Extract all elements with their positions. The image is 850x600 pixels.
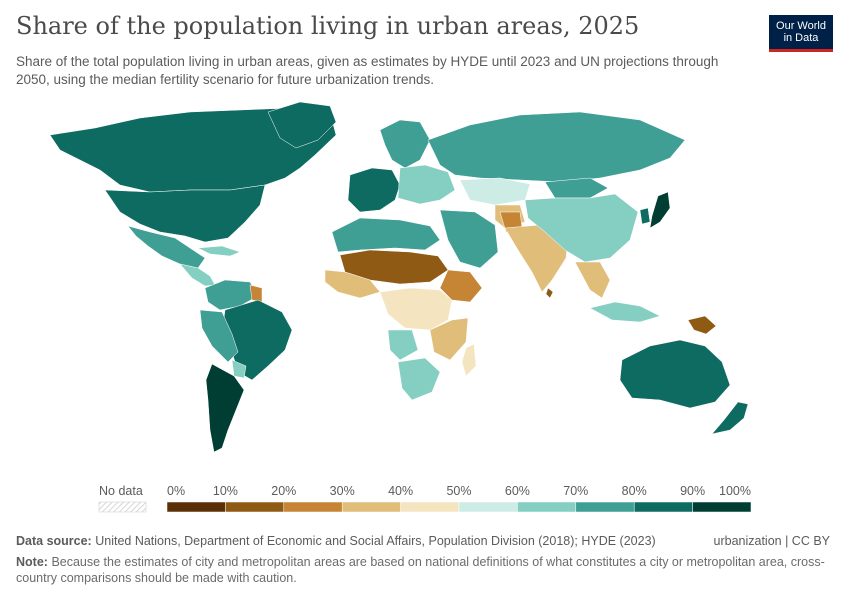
legend-tick-label: 0% bbox=[167, 484, 185, 498]
note-text: Because the estimates of city and metrop… bbox=[16, 555, 825, 585]
legend-tick-label: 100% bbox=[719, 484, 751, 498]
legend-tick-label: 40% bbox=[388, 484, 413, 498]
region-canada-alaska[interactable] bbox=[49, 107, 337, 193]
region-central-africa[interactable] bbox=[379, 287, 453, 331]
logo-line-2: in Data bbox=[783, 32, 819, 44]
world-map bbox=[49, 101, 749, 453]
legend-bin[interactable] bbox=[458, 501, 518, 513]
legend-bin[interactable] bbox=[575, 501, 635, 513]
region-eastern-europe[interactable] bbox=[397, 164, 456, 205]
source-label: Data source: bbox=[16, 534, 92, 548]
legend-bin[interactable] bbox=[283, 501, 343, 513]
region-west-africa[interactable] bbox=[324, 269, 381, 299]
region-southern-africa[interactable] bbox=[397, 357, 441, 401]
region-australia[interactable] bbox=[619, 339, 731, 409]
region-angola[interactable] bbox=[387, 329, 419, 361]
legend-bin[interactable] bbox=[225, 501, 285, 513]
legend-bin[interactable] bbox=[633, 501, 693, 513]
region-china[interactable] bbox=[524, 193, 639, 263]
no-data-legend: No data bbox=[98, 484, 147, 513]
region-japan[interactable] bbox=[649, 191, 671, 229]
region-new-zealand[interactable] bbox=[711, 401, 749, 435]
region-east-africa[interactable] bbox=[429, 317, 469, 361]
footnote: Note: Because the estimates of city and … bbox=[16, 554, 826, 586]
region-madagascar[interactable] bbox=[461, 343, 477, 377]
region-western-europe[interactable] bbox=[347, 167, 401, 213]
chart-subtitle: Share of the total population living in … bbox=[16, 54, 719, 87]
legend-tick-label: 10% bbox=[213, 484, 238, 498]
legend-ticks: 0% 10% 20% 30% 40% 50% 60% 70% 80% 90% 100% bbox=[167, 484, 751, 498]
region-mongolia[interactable] bbox=[544, 177, 609, 199]
legend-tick-label: 60% bbox=[505, 484, 530, 498]
chart-title: Share of the population living in urban … bbox=[16, 12, 640, 40]
region-korea[interactable] bbox=[639, 207, 651, 225]
region-usa[interactable] bbox=[104, 184, 266, 243]
legend-tick-label: 70% bbox=[563, 484, 588, 498]
region-argentina[interactable] bbox=[205, 363, 245, 453]
source-text[interactable]: United Nations, Department of Economic a… bbox=[95, 534, 656, 548]
region-scandinavia[interactable] bbox=[379, 119, 431, 169]
logo-line-1: Our World bbox=[776, 20, 826, 32]
region-greenland[interactable] bbox=[267, 101, 337, 149]
data-source: Data source: United Nations, Department … bbox=[16, 534, 656, 548]
legend-bin[interactable] bbox=[692, 501, 752, 513]
legend-bin[interactable] bbox=[341, 501, 401, 513]
region-colombia-venezuela[interactable] bbox=[204, 279, 259, 311]
legend-bin[interactable] bbox=[400, 501, 460, 513]
region-southeast-asia[interactable] bbox=[574, 261, 611, 299]
legend-bin[interactable] bbox=[517, 501, 577, 513]
legend-bins bbox=[166, 501, 752, 513]
legend-tick-label: 20% bbox=[271, 484, 296, 498]
legend-bin[interactable] bbox=[166, 501, 226, 513]
legend-tick-label: 50% bbox=[446, 484, 471, 498]
region-guyana[interactable] bbox=[249, 284, 263, 303]
region-russia[interactable] bbox=[427, 111, 686, 183]
region-indonesia[interactable] bbox=[589, 301, 661, 323]
region-sri-lanka[interactable] bbox=[545, 287, 554, 299]
region-caribbean[interactable] bbox=[197, 245, 241, 257]
region-horn-of-africa[interactable] bbox=[439, 269, 483, 303]
owid-logo[interactable]: Our World in Data bbox=[769, 15, 833, 52]
license[interactable]: urbanization | CC BY bbox=[713, 534, 831, 548]
legend-tick-label: 90% bbox=[680, 484, 705, 498]
note-label: Note: bbox=[16, 555, 48, 569]
legend-tick-label: 80% bbox=[622, 484, 647, 498]
region-kazakhstan[interactable] bbox=[459, 177, 531, 206]
region-paraguay[interactable] bbox=[231, 359, 247, 379]
color-legend: No data 0% 10% 20% 30% 40% 50% 60% 70% 80% 90% 100… bbox=[98, 484, 752, 513]
legend-tick-label: 30% bbox=[330, 484, 355, 498]
region-north-africa[interactable] bbox=[331, 217, 441, 253]
no-data-swatch bbox=[98, 501, 147, 513]
no-data-label: No data bbox=[99, 484, 143, 498]
region-peru-bolivia[interactable] bbox=[199, 309, 239, 363]
region-papua-new-guinea[interactable] bbox=[687, 315, 717, 335]
region-middle-east[interactable] bbox=[439, 209, 499, 269]
